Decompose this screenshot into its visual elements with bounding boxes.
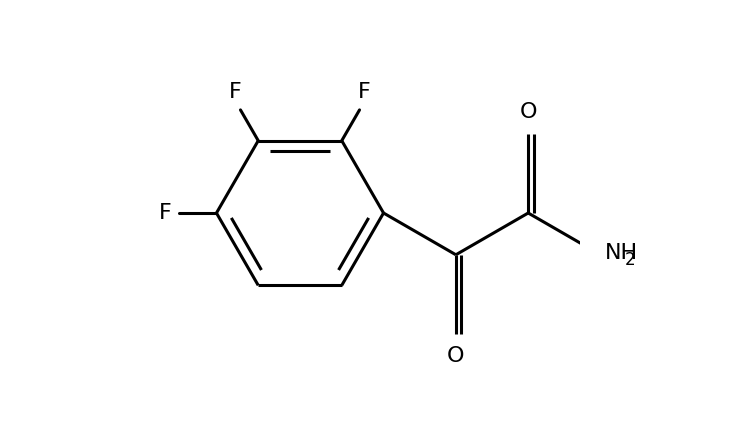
Text: O: O [519, 102, 537, 122]
Text: F: F [229, 82, 242, 102]
Text: NH: NH [605, 243, 637, 263]
Text: O: O [447, 346, 464, 366]
Text: F: F [159, 203, 171, 223]
Text: 2: 2 [625, 251, 635, 269]
Text: F: F [358, 82, 371, 102]
